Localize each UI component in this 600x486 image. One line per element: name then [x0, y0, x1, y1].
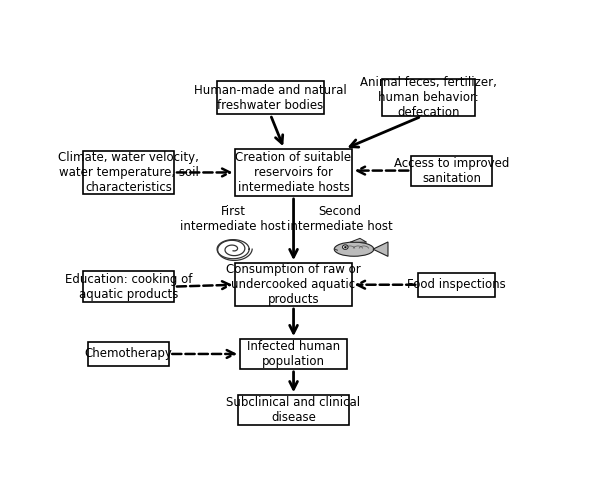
- Ellipse shape: [334, 242, 374, 256]
- Text: Education: cooking of
aquatic products: Education: cooking of aquatic products: [65, 273, 192, 301]
- Polygon shape: [350, 238, 367, 242]
- Text: First
intermediate host: First intermediate host: [180, 205, 286, 233]
- FancyBboxPatch shape: [411, 156, 493, 186]
- Text: Climate, water velocity,
water temperature, soil
characteristics: Climate, water velocity, water temperatu…: [58, 151, 199, 194]
- Polygon shape: [373, 242, 388, 257]
- FancyBboxPatch shape: [238, 395, 349, 425]
- Text: Food inspections: Food inspections: [407, 278, 506, 291]
- FancyBboxPatch shape: [217, 81, 324, 115]
- Text: Chemotherapy: Chemotherapy: [85, 347, 172, 361]
- FancyBboxPatch shape: [235, 263, 352, 306]
- Text: Infected human
population: Infected human population: [247, 340, 340, 368]
- Circle shape: [344, 246, 346, 248]
- Text: Creation of suitable
reservoirs for
intermediate hosts: Creation of suitable reservoirs for inte…: [235, 151, 352, 194]
- Text: Consumption of raw or
undercooked aquatic
products: Consumption of raw or undercooked aquati…: [226, 263, 361, 306]
- Text: Access to improved
sanitation: Access to improved sanitation: [394, 156, 509, 185]
- FancyBboxPatch shape: [235, 149, 352, 196]
- Text: Human-made and natural
freshwater bodies: Human-made and natural freshwater bodies: [194, 84, 347, 112]
- Text: Animal feces, fertilizer,
human behavior:
defecation: Animal feces, fertilizer, human behavior…: [360, 76, 497, 119]
- FancyBboxPatch shape: [83, 151, 174, 194]
- Text: Second
intermediate host: Second intermediate host: [287, 205, 393, 233]
- Text: Subclinical and clinical
disease: Subclinical and clinical disease: [226, 396, 361, 424]
- FancyBboxPatch shape: [418, 273, 494, 297]
- FancyBboxPatch shape: [382, 79, 475, 116]
- FancyBboxPatch shape: [88, 342, 169, 366]
- FancyBboxPatch shape: [240, 339, 347, 369]
- Circle shape: [343, 245, 348, 249]
- FancyBboxPatch shape: [83, 271, 174, 302]
